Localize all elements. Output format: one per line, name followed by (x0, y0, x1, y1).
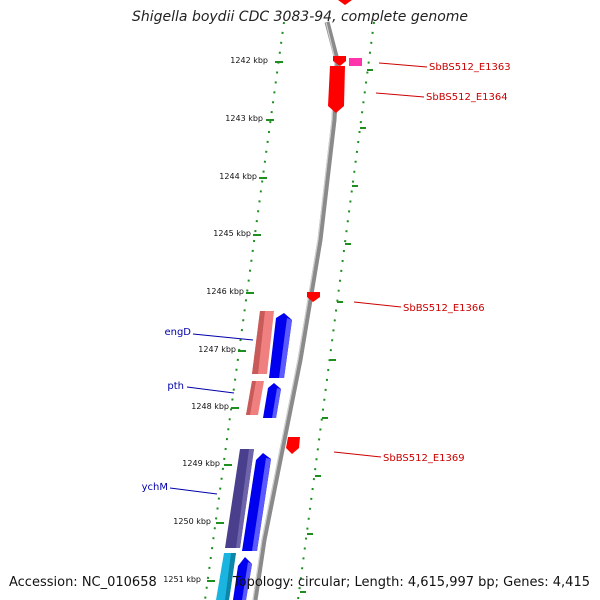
feature-sbbs512-e1369 (286, 437, 300, 454)
tick-label: 1251 kbp (163, 575, 201, 584)
right-grid-line (297, 21, 375, 600)
tick-1250: 1250 kbp (173, 517, 224, 526)
gene-label-ychM: ychM (142, 482, 218, 495)
tick-label: 1250 kbp (173, 517, 211, 526)
gene-ychM-forward-shade (252, 458, 271, 551)
left-grid-line (204, 21, 285, 600)
tick-1244: 1244 kbp (219, 172, 267, 181)
feature-top-partial (338, 0, 352, 5)
gene-pth-forward-shade (272, 388, 281, 418)
gene-ychM-dark-shade (236, 449, 254, 548)
tick-label: 1247 kbp (198, 345, 236, 354)
tick-label: 1242 kbp (230, 56, 268, 65)
feature-label: SbBS512_E1369 (383, 453, 465, 464)
gene-label-engD: engD (164, 327, 254, 341)
gene-pth-reverse-shade (246, 381, 256, 415)
accession-text: Accession: NC_010658 (9, 575, 157, 590)
tick-1251: 1251 kbp (163, 575, 215, 584)
tick-label: 1244 kbp (219, 172, 257, 181)
gene-label: ychM (142, 482, 168, 493)
tick-label: 1246 kbp (206, 287, 244, 296)
feature-sbbs512-e1366 (307, 292, 320, 302)
gene-cyan-shade (225, 553, 236, 600)
feature-label-e1366: SbBS512_E1366 (353, 301, 485, 314)
tick-label: 1243 kbp (225, 114, 263, 123)
gene-engD-forward-shade (279, 318, 292, 378)
tick-1243: 1243 kbp (225, 114, 274, 123)
gene-engD-reverse-shade (252, 311, 265, 374)
feature-label-e1364: SbBS512_E1364 (375, 92, 508, 103)
map-title: Shigella boydii CDC 3083-94, complete ge… (131, 9, 469, 25)
gene-forward-partial-shade (242, 562, 252, 600)
feature-label-e1369: SbBS512_E1369 (333, 451, 465, 464)
gene-label: pth (167, 381, 184, 392)
feature-sbbs512-e1363 (333, 56, 346, 66)
tick-label: 1249 kbp (182, 459, 220, 468)
tick-1247: 1247 kbp (198, 345, 246, 354)
feature-label: SbBS512_E1363 (429, 62, 511, 73)
feature-label-e1363: SbBS512_E1363 (378, 62, 511, 73)
tick-1242: 1242 kbp (230, 56, 283, 65)
tick-1246: 1246 kbp (206, 287, 254, 296)
tick-label: 1248 kbp (191, 402, 229, 411)
topology-text: Topology: circular; Length: 4,615,997 bp… (232, 575, 590, 590)
tick-label: 1245 kbp (213, 229, 251, 238)
tick-1248: 1248 kbp (191, 402, 239, 411)
tick-1245: 1245 kbp (213, 229, 261, 238)
feature-label: SbBS512_E1364 (426, 92, 508, 103)
tick-1249: 1249 kbp (182, 459, 232, 468)
gene-label: engD (164, 327, 191, 338)
feature-label: SbBS512_E1366 (403, 303, 485, 314)
gene-label-pth: pth (167, 381, 235, 394)
feature-pink (349, 58, 362, 66)
feature-sbbs512-e1364 (328, 66, 345, 113)
